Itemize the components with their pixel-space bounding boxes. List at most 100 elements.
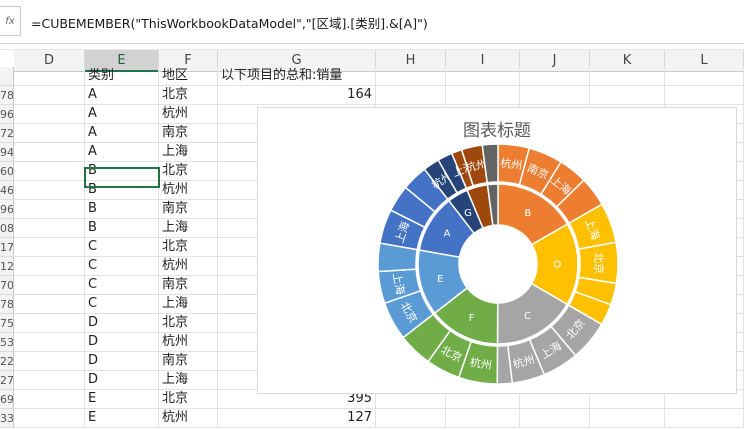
- cell-d[interactable]: [14, 295, 85, 314]
- cell-j[interactable]: [520, 86, 590, 105]
- cell-i[interactable]: [446, 86, 520, 105]
- column-header-i[interactable]: I: [446, 50, 520, 72]
- header-sum[interactable]: 以下项目的总和:销量: [218, 67, 376, 86]
- cell-region[interactable]: 南京: [159, 276, 218, 295]
- cell-region[interactable]: 杭州: [159, 181, 218, 200]
- row-number[interactable]: 46: [0, 181, 14, 200]
- column-header-k[interactable]: K: [590, 50, 665, 72]
- cell-d[interactable]: [14, 143, 85, 162]
- row-number[interactable]: 08: [0, 219, 14, 238]
- column-header-j[interactable]: J: [520, 50, 590, 72]
- cell-l[interactable]: [665, 409, 744, 428]
- row-number[interactable]: 33: [0, 409, 14, 428]
- cell-d[interactable]: [14, 257, 85, 276]
- cell-k[interactable]: [590, 390, 665, 409]
- cell-d[interactable]: [14, 86, 85, 105]
- cell-region[interactable]: 杭州: [159, 333, 218, 352]
- cell-region[interactable]: 上海: [159, 143, 218, 162]
- fx-icon[interactable]: fx: [0, 6, 21, 36]
- row-number[interactable]: 94: [0, 143, 14, 162]
- cell-d[interactable]: [14, 200, 85, 219]
- cell-category[interactable]: A: [85, 143, 159, 162]
- cell-category[interactable]: D: [85, 352, 159, 371]
- cell-d[interactable]: [14, 162, 85, 181]
- cell-region[interactable]: 上海: [159, 219, 218, 238]
- cell-region[interactable]: 南京: [159, 124, 218, 143]
- cell-category[interactable]: A: [85, 124, 159, 143]
- cell-d[interactable]: [14, 238, 85, 257]
- cell-category[interactable]: B: [85, 219, 159, 238]
- row-number[interactable]: 60: [0, 162, 14, 181]
- cell-d[interactable]: [14, 371, 85, 390]
- cell-d[interactable]: [14, 333, 85, 352]
- cell-value[interactable]: 164: [218, 86, 376, 105]
- row-number[interactable]: 96: [0, 105, 14, 124]
- cell-region[interactable]: 北京: [159, 390, 218, 409]
- cell-d[interactable]: [14, 67, 85, 86]
- cell-j[interactable]: [520, 67, 590, 86]
- cell-i[interactable]: [446, 67, 520, 86]
- row-number[interactable]: 70: [0, 276, 14, 295]
- cell-category[interactable]: A: [85, 86, 159, 105]
- row-number[interactable]: 27: [0, 371, 14, 390]
- row-number[interactable]: 69: [0, 390, 14, 409]
- cell-d[interactable]: [14, 314, 85, 333]
- outer-slice[interactable]: [481, 143, 499, 184]
- column-header-f[interactable]: F: [159, 50, 218, 72]
- cell-i[interactable]: [446, 409, 520, 428]
- cell-region[interactable]: 南京: [159, 200, 218, 219]
- cell-i[interactable]: [446, 390, 520, 409]
- inner-slice[interactable]: [486, 183, 499, 227]
- cell-l[interactable]: [665, 67, 744, 86]
- cell-region[interactable]: 北京: [159, 86, 218, 105]
- cell-category[interactable]: C: [85, 276, 159, 295]
- cell-d[interactable]: [14, 219, 85, 238]
- row-number[interactable]: [0, 67, 14, 86]
- cell-d[interactable]: [14, 181, 85, 200]
- cell-region[interactable]: 北京: [159, 314, 218, 333]
- cell-region[interactable]: 南京: [159, 352, 218, 371]
- cell-category[interactable]: E: [85, 409, 159, 428]
- row-number[interactable]: 78: [0, 295, 14, 314]
- row-number[interactable]: 72: [0, 124, 14, 143]
- column-header-e[interactable]: E: [85, 50, 159, 72]
- cell-h[interactable]: [376, 390, 446, 409]
- cell-category[interactable]: D: [85, 333, 159, 352]
- cell-d[interactable]: [14, 390, 85, 409]
- cell-category[interactable]: B: [85, 162, 159, 181]
- cell-h[interactable]: [376, 86, 446, 105]
- cell-value[interactable]: 395: [218, 390, 376, 409]
- cell-region[interactable]: 上海: [159, 371, 218, 390]
- cell-category[interactable]: A: [85, 105, 159, 124]
- row-number[interactable]: 12: [0, 257, 14, 276]
- cell-region[interactable]: 上海: [159, 295, 218, 314]
- header-region[interactable]: 地区: [159, 67, 218, 86]
- column-header-h[interactable]: H: [376, 50, 446, 72]
- cell-j[interactable]: [520, 390, 590, 409]
- cell-d[interactable]: [14, 352, 85, 371]
- header-category[interactable]: 类别: [85, 67, 159, 86]
- cell-j[interactable]: [520, 409, 590, 428]
- row-number[interactable]: 78: [0, 86, 14, 105]
- cell-k[interactable]: [590, 409, 665, 428]
- cell-value[interactable]: 127: [218, 409, 376, 428]
- row-number[interactable]: 75: [0, 314, 14, 333]
- row-number[interactable]: 17: [0, 238, 14, 257]
- cell-d[interactable]: [14, 409, 85, 428]
- cell-region[interactable]: 杭州: [159, 105, 218, 124]
- cell-category[interactable]: D: [85, 314, 159, 333]
- row-number[interactable]: 53: [0, 333, 14, 352]
- cell-k[interactable]: [590, 67, 665, 86]
- column-header-d[interactable]: D: [14, 50, 85, 72]
- cell-d[interactable]: [14, 105, 85, 124]
- cell-h[interactable]: [376, 409, 446, 428]
- cell-region[interactable]: 杭州: [159, 257, 218, 276]
- cell-category[interactable]: B: [85, 181, 159, 200]
- cell-category[interactable]: C: [85, 238, 159, 257]
- cell-k[interactable]: [590, 86, 665, 105]
- cell-d[interactable]: [14, 276, 85, 295]
- row-number[interactable]: 22: [0, 352, 14, 371]
- cell-l[interactable]: [665, 86, 744, 105]
- cell-region[interactable]: 北京: [159, 162, 218, 181]
- cell-h[interactable]: [376, 67, 446, 86]
